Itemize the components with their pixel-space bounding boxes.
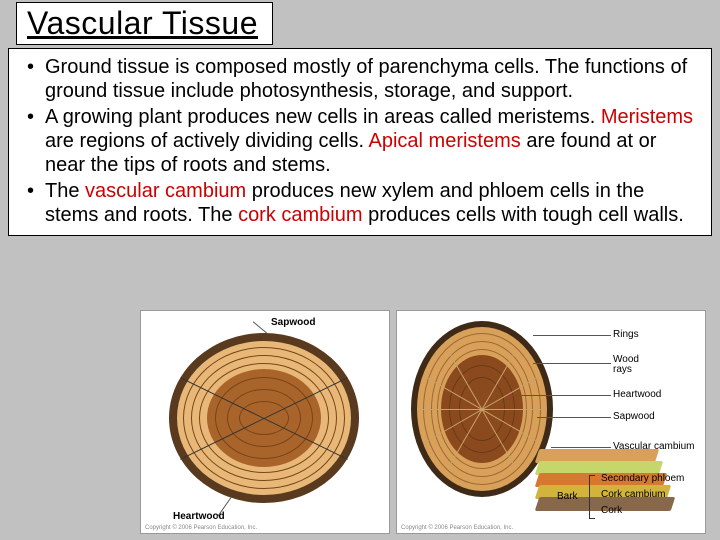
label-cork: Cork [601,505,622,516]
copyright-left: Copyright © 2006 Pearson Education, Inc. [145,525,257,531]
leader-heartwood-r [509,395,611,396]
page-title: Vascular Tissue [27,5,258,42]
bullet-3: The vascular cambium produces new xylem … [21,179,699,227]
label-sapwood: Sapwood [613,411,655,422]
term-vascular-cambium: vascular cambium [85,180,246,202]
term-apical-meristems: Apical meristems [369,130,521,152]
figures-row: Sapwood Heartwood Copyright © 2006 Pears… [140,310,710,538]
label-wood-rays: Woodrays [613,355,639,375]
figure-log-layers: Rings Woodrays Heartwood Sapwood Vascula… [396,310,706,534]
bullet-1: Ground tissue is composed mostly of pare… [21,55,699,103]
leader-rings [533,335,611,336]
term-meristems: Meristems [601,106,693,128]
bullet-list: Ground tissue is composed mostly of pare… [21,55,699,227]
leader-sapwood [253,321,267,333]
content-box: Ground tissue is composed mostly of pare… [8,48,712,236]
figure-cross-section: Sapwood Heartwood Copyright © 2006 Pears… [140,310,390,534]
copyright-right: Copyright © 2006 Pearson Education, Inc. [401,525,513,531]
title-box: Vascular Tissue [16,2,273,45]
bullet-2-mid: are regions of actively dividing cells. [45,130,369,152]
bullet-2: A growing plant produces new cells in ar… [21,105,699,177]
label-secondary-phloem: Secondary phloem [601,473,684,484]
label-heartwood: Heartwood [613,389,661,400]
label-rings: Rings [613,329,639,340]
bark-bracket [589,475,595,519]
leader-sapwood-r [537,417,611,418]
bullet-1-text: Ground tissue is composed mostly of pare… [45,56,687,102]
bullet-3-post: produces cells with tough cell walls. [363,204,684,226]
leader-vcambium [551,447,611,448]
label-bark: Bark [557,491,578,502]
bullet-3-pre: The [45,180,85,202]
label-cork-cambium: Cork cambium [601,489,665,500]
label-sapwood-top: Sapwood [271,317,315,328]
label-vascular-cambium: Vascular cambium [613,441,695,452]
bullet-2-pre: A growing plant produces new cells in ar… [45,106,601,128]
leader-rays [533,363,611,364]
term-cork-cambium: cork cambium [238,204,362,226]
